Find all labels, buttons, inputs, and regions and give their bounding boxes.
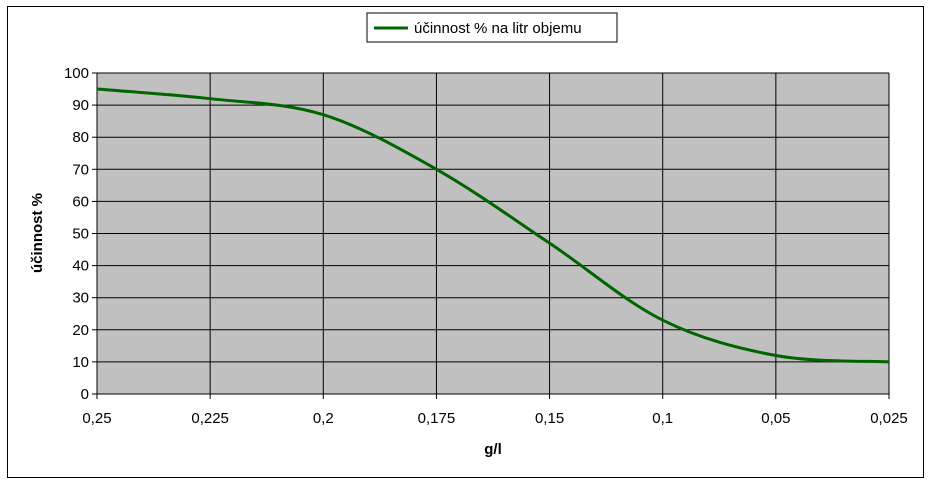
x-tick-label: 0,15 (535, 410, 564, 427)
legend: účinnost % na litr objemu (366, 12, 618, 43)
legend-label: účinnost % na litr objemu (414, 20, 582, 37)
x-tick-label: 0,2 (313, 410, 334, 427)
legend-box (366, 12, 618, 43)
y-tick-label: 0 (81, 386, 89, 403)
line-chart: 0,25 0,225 0,2 0,175 0,15 0,1 0,05 0,025 0 10 20 3… (29, 12, 908, 458)
y-tick-label: 20 (72, 322, 89, 339)
y-tick-labels: 0 10 20 30 40 50 60 70 80 90 100 (64, 65, 89, 403)
x-tick-label: 0,025 (870, 410, 908, 427)
series-line (96, 87, 890, 364)
chart-frame: 0,25 0,225 0,2 0,175 0,15 0,1 0,05 0,025 0 10 20 3… (7, 6, 924, 478)
y-tick-label: 10 (72, 354, 89, 371)
x-tick-label: 0,225 (191, 410, 229, 427)
series-group (96, 87, 890, 364)
axes (92, 72, 890, 399)
gridlines (97, 72, 890, 394)
x-tick-label: 0,175 (418, 410, 456, 427)
y-tick-label: 30 (72, 290, 89, 307)
y-tick-label: 70 (72, 161, 89, 178)
x-tick-label: 0,1 (652, 410, 673, 427)
x-tick-label: 0,05 (761, 410, 790, 427)
y-tick-label: 100 (64, 65, 89, 82)
y-tick-label: 80 (72, 129, 89, 146)
y-tick-label: 60 (72, 193, 89, 210)
y-tick-label: 40 (72, 258, 89, 275)
y-tick-label: 50 (72, 226, 89, 243)
x-tick-labels: 0,25 0,225 0,2 0,175 0,15 0,1 0,05 0,025 (82, 410, 907, 427)
x-tick-label: 0,25 (82, 410, 111, 427)
y-axis-title: účinnost % (29, 193, 46, 273)
x-axis-title: g/l (484, 441, 502, 458)
y-tick-label: 90 (72, 97, 89, 114)
